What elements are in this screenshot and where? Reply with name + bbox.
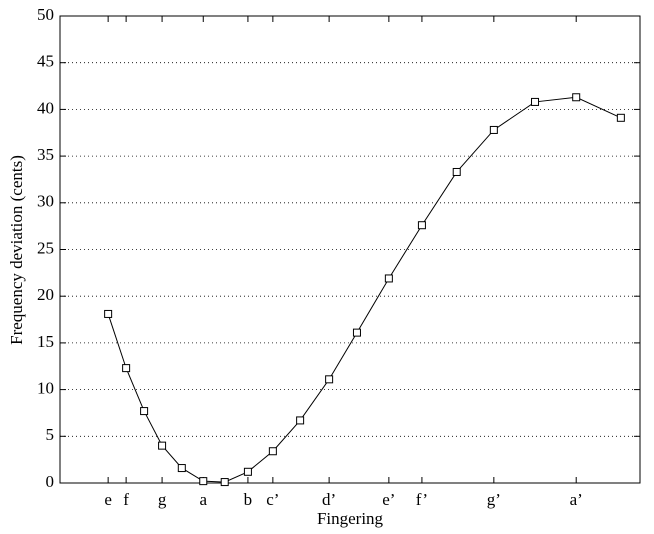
marker (616, 113, 625, 122)
x-axis-label: Fingering (317, 509, 384, 528)
marker (140, 407, 149, 416)
marker (296, 416, 305, 425)
x-tick-label: a’ (570, 490, 583, 509)
marker (572, 93, 581, 102)
y-axis-label: Frequency deviation (cents) (7, 155, 26, 345)
line (107, 96, 622, 483)
x-tick-label: g (158, 490, 167, 509)
x-tick-label: a (199, 490, 207, 509)
y-tick-label: 10 (37, 379, 54, 398)
marker (177, 464, 186, 473)
y-tick-label: 35 (37, 145, 54, 164)
marker (268, 447, 277, 456)
marker (122, 364, 131, 373)
x-tick-label: f’ (416, 490, 428, 509)
y-tick-label: 15 (37, 332, 54, 351)
x-tick-label: b (244, 490, 253, 509)
y-tick-label: 40 (37, 98, 54, 117)
marker (220, 478, 229, 487)
marker (384, 274, 393, 283)
marker (199, 477, 208, 486)
marker (417, 221, 426, 230)
marker (531, 97, 540, 106)
marker (489, 125, 498, 134)
marker (158, 441, 167, 450)
x-tick-label: e (104, 490, 112, 509)
x-tick-label: c’ (266, 490, 279, 509)
x-tick-label: d’ (322, 490, 336, 509)
marker (243, 467, 252, 476)
y-tick-label: 45 (37, 52, 54, 71)
x-tick-label: e’ (382, 490, 395, 509)
marker (104, 309, 113, 318)
y-tick-label: 25 (37, 238, 54, 257)
y-tick-label: 50 (37, 5, 54, 24)
x-tick-label: g’ (487, 490, 501, 509)
y-tick-label: 0 (46, 472, 55, 491)
y-tick-label: 5 (46, 425, 55, 444)
plot-frame (59, 15, 641, 484)
x-tick-label: f (123, 490, 129, 509)
y-tick-label: 30 (37, 192, 54, 211)
marker (352, 328, 361, 337)
marker (325, 375, 334, 384)
marker (452, 167, 461, 176)
y-tick-label: 20 (37, 285, 54, 304)
